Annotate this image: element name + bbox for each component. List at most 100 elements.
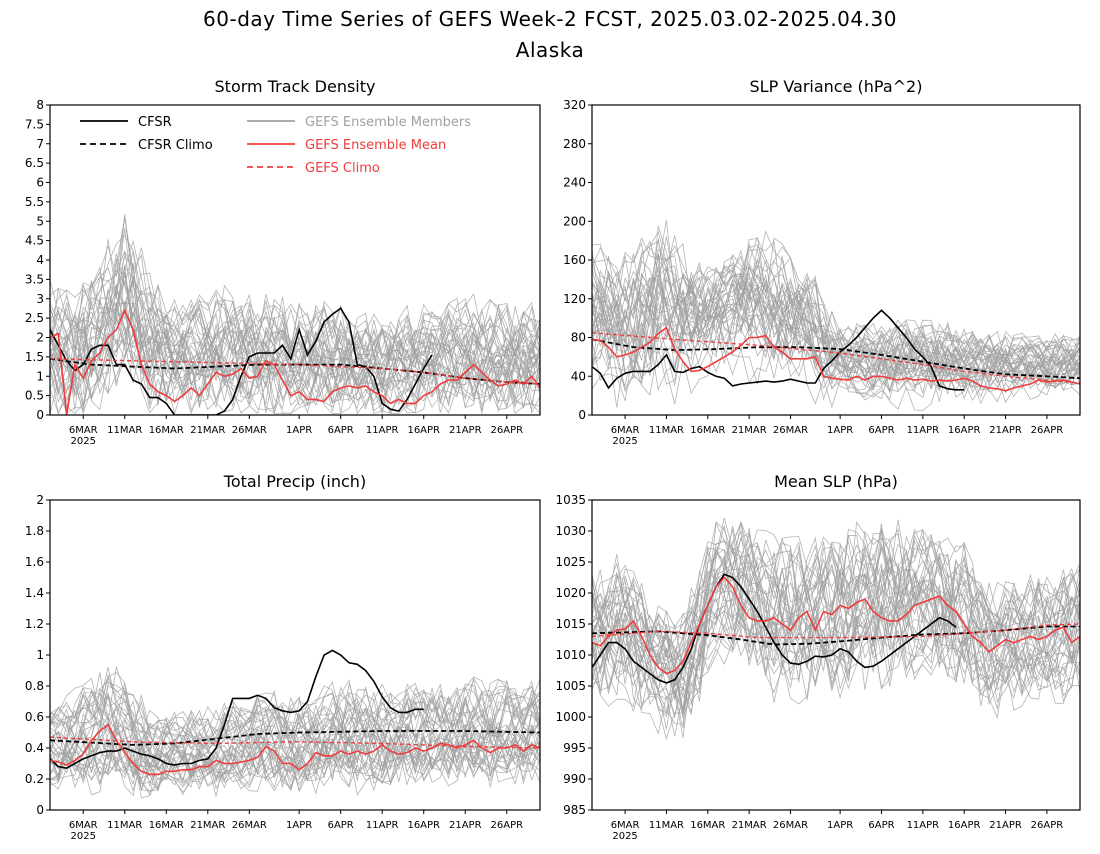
ensemble-member-line [50,695,540,765]
ensemble-member-line [592,613,1080,737]
x-tick-label: 16APR [407,820,440,831]
x-tick-label: 6APR [328,425,354,436]
y-tick-label: 320 [563,98,586,112]
y-tick-label: 1015 [555,617,586,631]
x-tick-label: 16APR [407,425,440,436]
y-tick-label: 1 [36,369,44,383]
ensemble-member-line [592,252,1080,374]
y-tick-label: 1000 [555,710,586,724]
ensemble-member-line [50,280,540,391]
x-tick-label: 16APR [948,820,981,831]
gefs-climo-line [592,332,1080,384]
y-tick-label: 990 [563,772,586,786]
ensemble-member-line [50,730,540,792]
x-tick-label: 16MAR [149,425,184,436]
legend: CFSR CFSR Climo GEFS Ensemble Members GEFS … [80,115,471,176]
x-tick-label: 11APR [907,820,940,831]
y-tick-label: 3.5 [25,272,44,286]
ensemble-member-line [50,691,540,760]
x-tick-label: 26MAR [773,820,808,831]
y-tick-label: 40 [571,369,586,383]
series-lines [592,309,1080,392]
ensemble-member-line [592,520,1080,679]
cfsr-line [592,309,965,391]
y-tick-label: 8 [36,98,44,112]
ensemble-member-line [592,563,1080,719]
ensemble-member-line [592,236,1080,368]
y-tick-label: 3 [36,292,44,306]
gefs-climo-line [50,736,540,749]
y-tick-label: 0 [36,803,44,817]
series-lines [50,649,540,776]
ensemble-member-line [592,272,1080,378]
y-axis: 985 990 995 1000 1005 1010 1015 1020 1025 1030 103… [555,493,592,817]
y-tick-label: 1.2 [25,617,44,631]
ensemble-member-line [50,250,540,366]
legend-cfsr-label: CFSR [138,115,172,130]
y-tick-label: 0.8 [25,679,44,693]
x-tick-label: 6APR [868,820,894,831]
x-tick-label: 6MAR [611,425,640,436]
gefs-climo-line [50,358,540,385]
ensemble-members [592,219,1080,411]
x-tick-label: 21MAR [732,425,767,436]
panel-title: Mean SLP (hPa) [774,472,898,491]
ensemble-member-line [592,238,1080,361]
x-tick-label: 6MAR [69,820,98,831]
ensemble-member-line [592,303,1080,396]
ensemble-member-line [592,225,1080,367]
y-tick-label: 5 [36,214,44,228]
ensemble-member-line [592,528,1080,653]
x-year-label: 2025 [70,436,95,447]
legend-cfsr-climo-label: CFSR Climo [138,138,213,153]
y-tick-label: 0 [578,408,586,422]
x-tick-label: 26APR [1031,820,1064,831]
x-tick-label: 21APR [989,820,1022,831]
ensemble-member-line [50,267,540,369]
x-year-label: 2025 [612,436,637,447]
x-tick-label: 1APR [827,820,853,831]
x-tick-label: 11APR [366,820,399,831]
panel-1: Storm Track Density 0 0.5 1 1.5 2 2.5 3 3.5 4 4.5 5… [25,77,541,447]
y-tick-label: 6.5 [25,156,44,170]
ensemble-member-line [592,581,1080,729]
panel-title: Total Precip (inch) [223,472,366,491]
ensemble-member-line [592,561,1080,716]
x-tick-label: 6MAR [69,425,98,436]
x-tick-label: 16MAR [690,820,725,831]
ensemble-member-line [592,309,1080,402]
ensemble-member-line [50,214,540,359]
y-tick-label: 1.4 [25,586,44,600]
figure-title: 60-day Time Series of GEFS Week-2 FCST, … [203,7,897,31]
x-tick-label: 26MAR [232,425,267,436]
x-tick-label: 16APR [948,425,981,436]
gefs-climo-line [592,623,1080,639]
x-tick-label: 21APR [449,425,482,436]
y-tick-label: 1020 [555,586,586,600]
ensemble-member-line [50,720,540,780]
gefs-mean-line [592,326,1080,392]
cfsr-line [592,573,957,684]
y-tick-label: 4.5 [25,234,44,248]
x-tick-label: 21MAR [732,820,767,831]
ensemble-member-line [592,304,1080,400]
ensemble-member-line [592,548,1080,669]
y-tick-label: 1.5 [25,350,44,364]
x-tick-label: 11MAR [107,425,142,436]
gefs-mean-line [50,723,540,776]
y-tick-label: 1010 [555,648,586,662]
ensemble-member-line [592,571,1080,696]
x-tick-label: 21MAR [190,425,225,436]
x-tick-label: 11APR [907,425,940,436]
y-tick-label: 240 [563,176,586,190]
ensemble-member-line [50,714,540,779]
x-tick-label: 6APR [868,425,894,436]
y-tick-label: 1.6 [25,555,44,569]
ensemble-member-line [50,694,540,769]
y-tick-label: 985 [563,803,586,817]
ensemble-member-line [50,302,540,405]
ensemble-member-line [592,242,1080,365]
series-lines [592,573,1080,684]
y-axis: 0 0.5 1 1.5 2 2.5 3 3.5 4 4.5 5 5.5 6 6.5 7 7.5 8 [25,98,50,422]
ensemble-member-line [50,228,540,361]
